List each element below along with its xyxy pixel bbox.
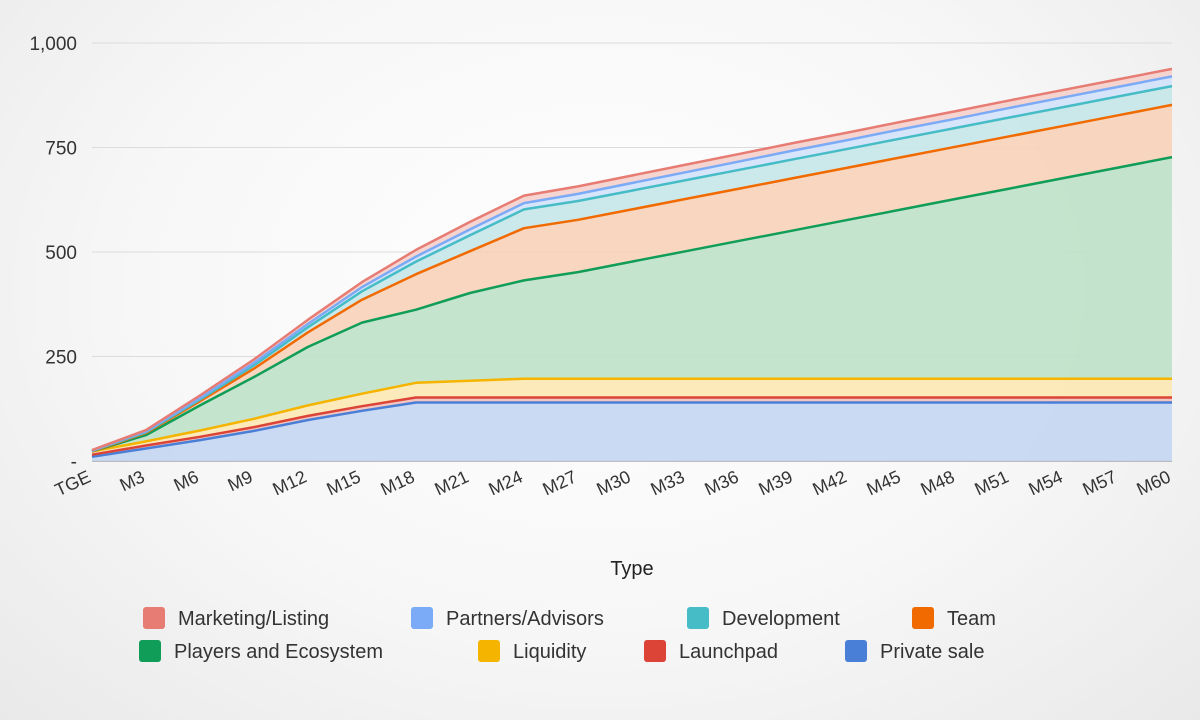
x-tick-label: M39 [756, 466, 796, 499]
legend-label: Players and Ecosystem [174, 641, 383, 663]
x-axis-title: Type [610, 558, 653, 580]
line-private-sale [91, 401, 1172, 459]
area-development [92, 86, 1172, 452]
line-players-and-ecosystem [91, 155, 1173, 453]
y-axis-ticks: - 250 500 750 1,000 [29, 34, 77, 473]
x-tick-label: M45 [864, 466, 904, 499]
x-tick-label: M60 [1134, 466, 1174, 499]
legend-swatch [845, 640, 867, 662]
x-tick-label: M27 [540, 466, 580, 499]
x-tick-label: M24 [486, 466, 526, 499]
line-development [91, 84, 1173, 453]
legend-swatch [411, 607, 433, 629]
line-launchpad [91, 396, 1172, 456]
x-tick-label: M3 [117, 466, 148, 495]
x-tick-label: M12 [270, 466, 310, 499]
legend-swatch [687, 607, 709, 629]
y-tick-label: 1,000 [29, 34, 77, 55]
x-tick-label: M57 [1080, 466, 1120, 499]
line-partners-advisors [91, 75, 1173, 452]
legend-label: Liquidity [513, 641, 586, 663]
legend-item-development: Development [687, 607, 840, 630]
legend-item-marketing-listing: Marketing/Listing [143, 607, 329, 630]
x-tick-label: M48 [918, 466, 958, 499]
y-tick-label: 250 [45, 348, 77, 369]
x-tick-label: M36 [702, 466, 742, 499]
legend-swatch [644, 640, 666, 662]
legend-item-players-and-ecosystem: Players and Ecosystem [139, 640, 383, 663]
area-liquidity [92, 378, 1172, 455]
x-tick-label: M15 [324, 466, 364, 499]
legend-item-partners-advisors: Partners/Advisors [411, 607, 604, 630]
line-marketing-listing [91, 67, 1173, 452]
y-tick-label: - [71, 452, 77, 473]
y-tick-label: 500 [45, 243, 77, 264]
x-tick-label: M54 [1026, 466, 1066, 499]
legend-label: Team [947, 608, 996, 630]
legend-label: Development [722, 608, 840, 630]
x-tick-label: M51 [972, 466, 1012, 499]
line-liquidity [91, 377, 1172, 453]
legend-item-launchpad: Launchpad [644, 640, 778, 663]
x-tick-label: M42 [810, 466, 850, 499]
legend-label: Private sale [880, 641, 985, 663]
x-tick-label: M6 [171, 466, 202, 495]
legend-swatch [139, 640, 161, 662]
x-tick-label: TGE [52, 466, 94, 500]
line-team [91, 103, 1173, 453]
legend-swatch [478, 640, 500, 662]
y-tick-label: 750 [45, 139, 77, 160]
legend-label: Launchpad [679, 641, 778, 663]
legend-swatch [912, 607, 934, 629]
x-tick-label: M9 [225, 466, 256, 495]
legend-item-team: Team [912, 607, 996, 630]
x-axis-ticks: TGE M3 M6 M9 M12 M15 M18 M21 M24 M27 M30 M33 M36 M39 M… [52, 466, 1174, 500]
area-private-sale [92, 402, 1172, 461]
legend-swatch [143, 607, 165, 629]
legend-item-liquidity: Liquidity [478, 640, 586, 663]
x-tick-label: M18 [378, 466, 418, 499]
legend-label: Marketing/Listing [178, 608, 329, 630]
legend: Marketing/Listing Partners/Advisors Develo… [139, 607, 996, 663]
area-team [92, 104, 1172, 452]
x-tick-label: M33 [648, 466, 688, 499]
legend-label: Partners/Advisors [446, 608, 604, 630]
x-tick-label: M30 [594, 466, 634, 499]
x-tick-label: M21 [432, 466, 472, 499]
legend-item-private-sale: Private sale [845, 640, 985, 663]
series-lines [91, 67, 1173, 459]
